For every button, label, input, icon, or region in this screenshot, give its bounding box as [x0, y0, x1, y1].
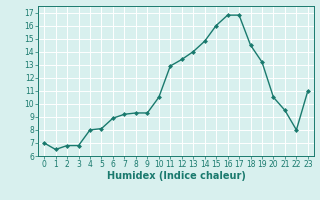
X-axis label: Humidex (Indice chaleur): Humidex (Indice chaleur) [107, 171, 245, 181]
